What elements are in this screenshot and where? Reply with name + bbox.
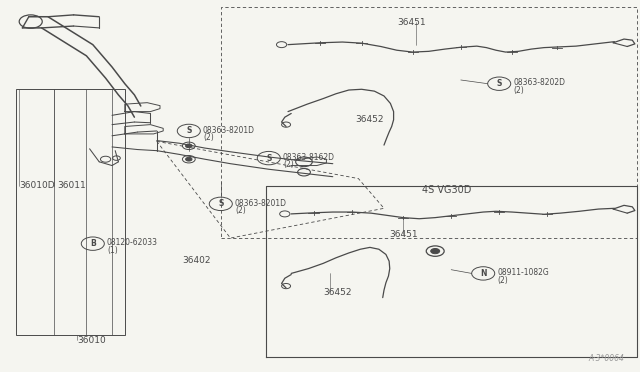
Text: 36451: 36451 — [397, 18, 426, 27]
Bar — [16, 89, 125, 335]
Circle shape — [186, 157, 192, 161]
Text: S: S — [497, 79, 502, 88]
Text: 36010: 36010 — [77, 336, 106, 345]
Text: 08363-8202D: 08363-8202D — [513, 78, 565, 87]
Text: (2): (2) — [497, 276, 508, 285]
Text: N: N — [480, 269, 486, 278]
Text: 36452: 36452 — [355, 115, 384, 124]
Text: 36010D: 36010D — [19, 182, 55, 190]
Text: A·3*0064: A·3*0064 — [589, 354, 625, 363]
Text: S: S — [218, 199, 223, 208]
Text: S: S — [186, 126, 191, 135]
Text: 08363-8201D: 08363-8201D — [203, 126, 255, 135]
Text: 08363-8162D: 08363-8162D — [283, 153, 335, 162]
Text: 08363-8201D: 08363-8201D — [235, 199, 287, 208]
Text: 4S VG30D: 4S VG30D — [422, 186, 472, 195]
Text: 36452: 36452 — [323, 288, 352, 296]
Text: 36402: 36402 — [182, 256, 211, 265]
Text: B: B — [90, 239, 95, 248]
Text: (1): (1) — [107, 246, 118, 255]
Text: 36451: 36451 — [389, 230, 418, 239]
Text: 08911-1082G: 08911-1082G — [497, 268, 549, 277]
Text: 36011: 36011 — [58, 182, 86, 190]
Text: (2): (2) — [283, 160, 294, 169]
Text: (2): (2) — [513, 86, 524, 95]
Circle shape — [431, 248, 440, 254]
Text: S: S — [266, 154, 271, 163]
Text: (2): (2) — [203, 133, 214, 142]
Circle shape — [186, 144, 192, 148]
Text: 08120-62033: 08120-62033 — [107, 238, 158, 247]
Text: (2): (2) — [235, 206, 246, 215]
